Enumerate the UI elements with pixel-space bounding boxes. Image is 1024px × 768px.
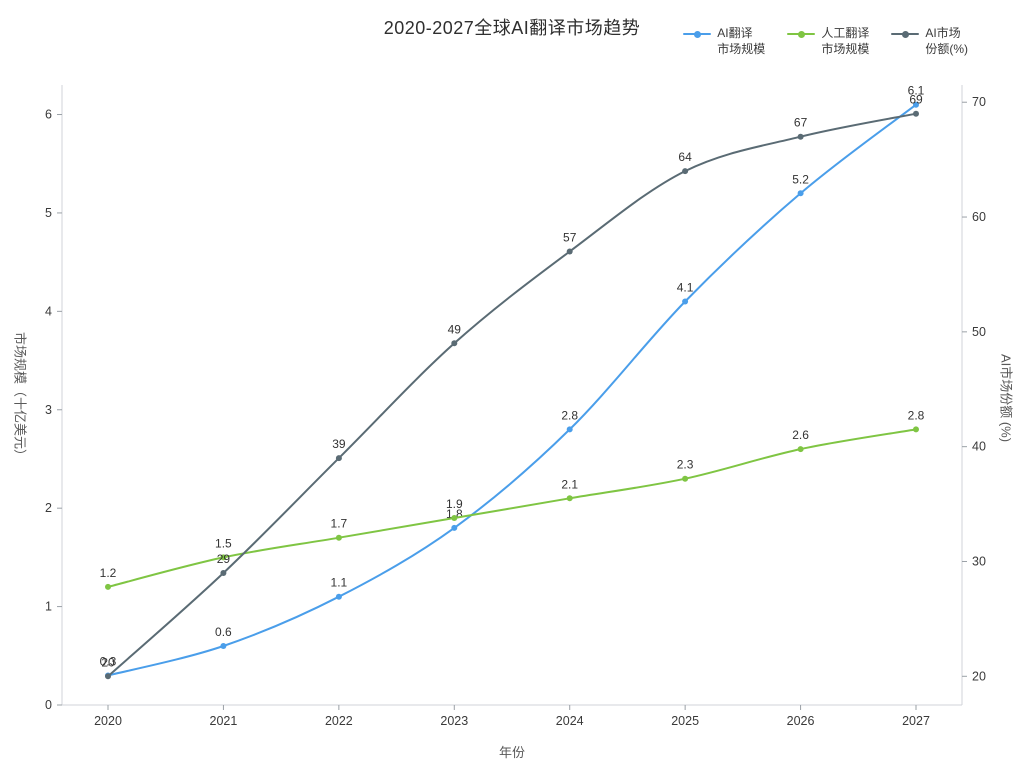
data-label: 5.2 [792,172,809,186]
legend-line-dot-icon [683,27,712,41]
y-tick-label-left: 3 [45,403,52,417]
data-point [451,515,458,521]
legend-line-dot-icon [891,27,920,41]
data-point [566,248,573,255]
data-point [220,643,227,649]
data-label: 67 [794,116,808,130]
legend-item-1: 人工翻译 市场规模 [787,26,869,57]
x-tick-label: 2027 [902,714,930,728]
data-label: 49 [448,322,462,336]
y-tick-label-left: 0 [45,698,52,712]
y-tick-label-left: 4 [45,304,52,318]
data-point [913,101,919,108]
x-tick-label: 2024 [556,714,584,728]
data-label: 2.1 [561,477,578,491]
data-point [335,593,342,600]
legend-label: AI市场 份额(%) [925,26,968,56]
y-tick-label-left: 1 [45,600,52,614]
data-label: 1.2 [100,566,117,580]
x-tick-label: 2025 [671,714,699,728]
data-point [451,340,458,347]
data-point [335,455,342,462]
data-label: 1.9 [446,497,463,511]
data-label: 2.3 [677,458,694,472]
data-label: 0.3 [100,655,117,669]
series-line-1 [107,428,917,588]
data-point [220,554,227,561]
data-label: 57 [563,231,577,245]
data-point [105,673,111,680]
y-axis-title-right: AI市场份额 (%) [998,353,1014,443]
data-point [682,298,689,305]
y-tick-label-right: 30 [972,554,986,568]
data-label: 1.1 [331,576,348,590]
data-point [451,524,458,531]
data-label: 2.8 [561,408,578,422]
y-tick-label-left: 6 [45,108,52,122]
chart-title: 2020-2027全球AI翻译市场趋势 [383,18,641,38]
y-tick-label-left: 2 [45,501,52,515]
legend-item-2: AI市场 份额(%) [891,26,968,57]
data-point [682,475,689,482]
x-tick-label: 2020 [94,714,122,728]
data-label: 29 [217,552,231,566]
x-tick-label: 2021 [210,714,238,728]
legend-line-dot-icon [787,27,816,41]
data-point [797,190,804,197]
data-point [797,133,804,140]
x-axis-title: 年份 [498,745,525,760]
data-point [797,446,804,453]
legend: AI翻译 市场规模 人工翻译 市场规模 AI市场 份额(%) [683,26,968,57]
data-label: 20 [101,655,115,669]
y-tick-label-right: 70 [972,95,986,109]
data-label: 1.7 [331,517,348,531]
y-tick-label-right: 60 [972,210,986,224]
legend-item-0: AI翻译 市场规模 [683,26,765,57]
data-point [913,110,919,117]
y-axis-title-left: 市场规模（十亿美元） [12,331,28,463]
data-label: 39 [332,437,346,451]
y-tick-label-right: 20 [972,669,986,683]
x-tick-label: 2023 [440,714,468,728]
data-label: 2.8 [908,408,925,422]
data-point [105,583,111,590]
data-point [335,534,342,541]
y-tick-label-right: 40 [972,440,986,454]
legend-label: AI翻译 市场规模 [717,26,766,56]
y-tick-label-right: 50 [972,325,986,339]
data-label: 69 [909,93,923,107]
data-point [682,168,689,175]
data-label: 4.1 [677,281,694,295]
series-line-0 [107,103,917,677]
series-line-2 [107,112,917,678]
data-label: 1.5 [215,536,232,550]
data-point [913,426,919,433]
x-tick-label: 2026 [787,714,815,728]
data-label: 6.1 [908,84,925,98]
y-tick-label-left: 5 [45,206,52,220]
legend-label: 人工翻译 市场规模 [821,26,870,56]
data-point [220,570,227,576]
data-label: 2.6 [792,428,809,442]
data-label: 64 [678,150,692,164]
x-tick-label: 2022 [325,714,353,728]
data-label: 0.6 [215,625,232,639]
data-point [566,426,573,433]
data-point [566,495,573,502]
